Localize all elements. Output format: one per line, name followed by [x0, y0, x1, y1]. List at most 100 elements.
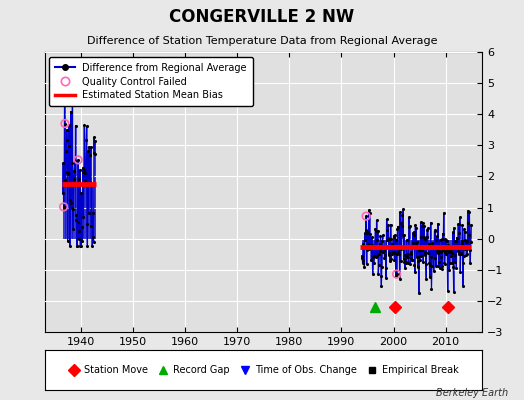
Point	[83, 243, 92, 250]
Point	[408, 257, 417, 263]
Point	[387, 255, 396, 262]
Point	[416, 246, 424, 253]
Point	[423, 225, 432, 232]
Point	[89, 234, 97, 240]
Point	[79, 168, 87, 175]
Point	[422, 234, 431, 240]
Point	[366, 230, 375, 237]
Point	[442, 236, 451, 243]
Point	[71, 181, 79, 187]
Point	[454, 221, 462, 228]
Point	[404, 250, 412, 257]
Point	[84, 180, 92, 186]
Point	[59, 204, 68, 210]
Point	[441, 249, 449, 255]
Point	[432, 248, 441, 255]
Point	[370, 245, 379, 251]
Point	[376, 248, 384, 254]
Point	[459, 260, 467, 266]
Point	[386, 222, 395, 228]
Point	[404, 260, 412, 266]
Point	[446, 247, 454, 254]
Point	[358, 255, 366, 261]
Point	[409, 232, 418, 238]
Point	[358, 260, 367, 266]
Point	[59, 160, 68, 166]
Point	[88, 182, 96, 188]
Point	[87, 223, 95, 229]
Point	[443, 237, 451, 244]
Point	[382, 275, 390, 281]
Point	[365, 210, 374, 216]
Point	[390, 233, 398, 240]
Point	[402, 237, 411, 243]
Point	[361, 237, 369, 243]
Point	[437, 254, 445, 260]
Point	[440, 259, 449, 266]
Point	[80, 122, 89, 129]
Point	[449, 264, 457, 270]
Point	[434, 220, 442, 227]
Text: Berkeley Earth: Berkeley Earth	[436, 388, 508, 398]
Point	[77, 190, 85, 196]
Point	[394, 223, 402, 230]
Point	[384, 235, 392, 241]
Point	[422, 275, 430, 282]
Point	[81, 178, 89, 184]
Point	[384, 222, 392, 228]
Point	[374, 271, 383, 278]
Point	[375, 240, 384, 247]
Point	[368, 242, 376, 248]
Point	[450, 225, 458, 231]
Point	[387, 236, 395, 242]
Point	[443, 247, 451, 253]
Point	[84, 148, 92, 154]
Point	[78, 223, 86, 230]
Point	[414, 264, 422, 270]
Point	[373, 253, 381, 260]
Point	[373, 236, 381, 243]
Point	[71, 122, 80, 129]
Point	[398, 211, 407, 218]
Point	[447, 250, 456, 256]
Point	[439, 230, 447, 237]
Point	[426, 262, 434, 268]
Point	[385, 252, 393, 258]
Point	[401, 260, 410, 266]
Point	[392, 237, 400, 243]
Point	[438, 236, 446, 243]
Point	[391, 249, 399, 256]
Point	[466, 238, 475, 245]
Point	[406, 222, 414, 229]
Point	[87, 144, 95, 150]
Point	[361, 230, 369, 237]
Text: Difference of Station Temperature Data from Regional Average: Difference of Station Temperature Data f…	[87, 36, 437, 46]
Point	[372, 254, 380, 261]
Point	[458, 222, 466, 228]
Point	[68, 74, 77, 80]
Point	[381, 265, 390, 272]
Point	[90, 150, 99, 156]
Point	[412, 225, 420, 231]
Point	[405, 214, 413, 220]
Point	[457, 238, 466, 244]
Point	[417, 234, 425, 240]
Point	[456, 251, 465, 257]
Point	[363, 261, 371, 268]
Point	[440, 261, 449, 267]
Point	[419, 220, 427, 226]
Point	[370, 252, 378, 259]
Point	[367, 257, 376, 263]
Point	[431, 255, 439, 262]
Point	[383, 236, 391, 243]
Point	[378, 232, 387, 238]
Point	[74, 157, 82, 163]
Point	[86, 152, 95, 158]
Point	[411, 222, 420, 228]
Point	[399, 206, 407, 212]
Point	[386, 258, 394, 265]
Point	[447, 246, 455, 252]
Point	[453, 248, 462, 254]
Point	[373, 217, 381, 224]
Point	[457, 250, 465, 256]
